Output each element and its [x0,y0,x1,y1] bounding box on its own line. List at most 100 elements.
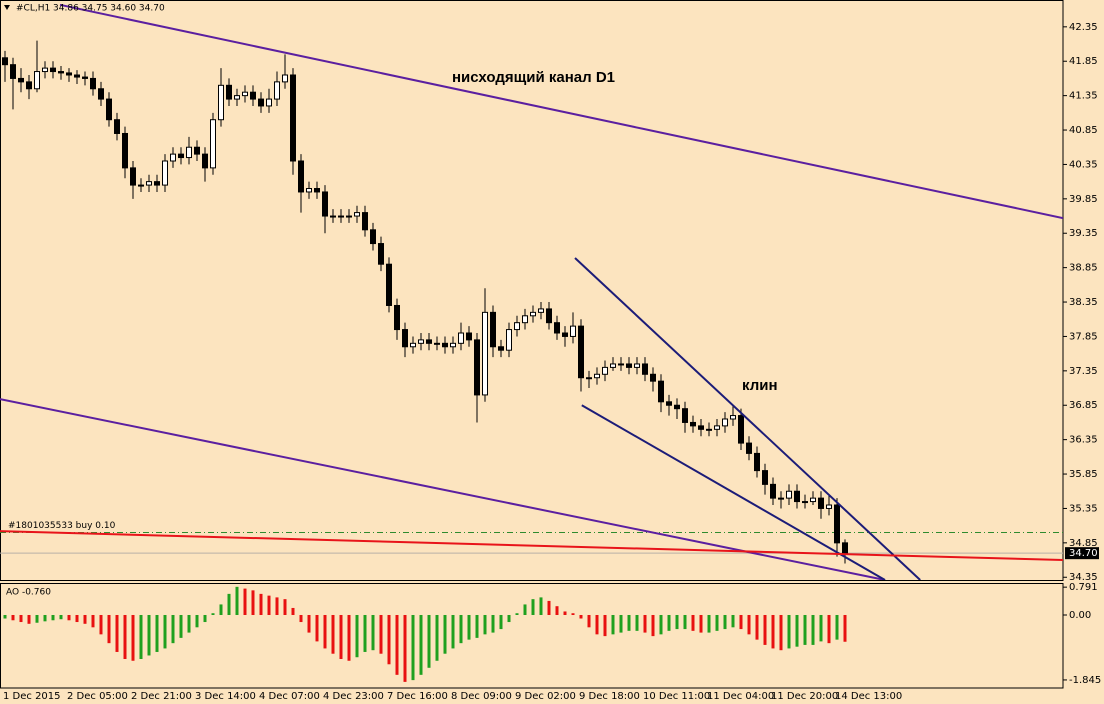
ao-bar [163,614,167,649]
candle-body [642,363,648,375]
y-tick-label: 40.85 [1069,125,1098,136]
candle-body [586,377,592,380]
ao-bar [331,614,335,654]
ao-bar [603,614,607,637]
x-tick-label: 9 Dec 18:00 [579,691,640,702]
candle-body [506,329,512,351]
ao-bar [499,614,503,630]
candle-body [306,188,312,193]
ao-bar [291,607,295,615]
ao-bar [843,614,847,642]
candle-body [434,342,440,345]
trendline [59,3,1063,220]
candle-body [578,325,584,379]
y-tick-label: 40.35 [1069,159,1098,170]
ao-bar [459,614,463,644]
y-tick-label: 41.85 [1069,56,1098,67]
candle-body [458,332,464,344]
candle-body [818,497,824,509]
ao-bar [755,614,759,640]
ao-bar [819,614,823,642]
candle-body [826,504,832,509]
candle-body [450,342,456,348]
ao-bar [371,614,375,651]
candle-body [178,153,184,159]
candle-body [786,490,792,499]
ao-bar [59,614,63,620]
ao-bar [555,606,559,615]
candle-body [842,542,848,554]
y-tick-label: 38.85 [1069,263,1098,274]
ao-bar [355,614,359,658]
y-tick-label: 39.35 [1069,228,1098,239]
ao-bar [747,614,751,635]
ao-bar [451,614,455,649]
ao-bar [155,614,159,652]
ao-bar [779,614,783,651]
candle-body [386,263,392,306]
candle-body [834,504,840,544]
ao-bar [243,588,247,615]
x-tick-label: 10 Dec 11:00 [643,691,710,702]
candle-body [298,160,304,193]
y-tick-label: -1.845 [1069,675,1101,686]
candle-body [714,425,720,430]
ao-bar [635,614,639,631]
ao-bar [539,597,543,615]
last-price-box [1065,547,1099,560]
ao-bar [715,614,719,631]
ao-bar [115,614,119,652]
last-price-label: 34.70 [1069,548,1098,559]
candle-body [234,95,240,100]
candle-body [202,153,208,169]
candle-body [522,315,528,324]
candle-body [418,339,424,344]
candle-body [482,311,488,396]
candle-body [698,425,704,430]
candle-body [410,342,416,348]
ao-bar [803,614,807,645]
ao-bar [211,613,215,615]
ao-bar [795,614,799,647]
ao-bar [699,614,703,633]
x-tick-label: 8 Dec 09:00 [451,691,512,702]
ao-bar [187,614,191,633]
y-tick-label: 34.85 [1069,538,1098,549]
candle-body [194,146,200,155]
candle-body [34,71,40,90]
ao-bar [563,611,567,615]
order-label: #1801035533 buy 0.10 [8,521,116,531]
ao-bar [179,614,183,638]
y-tick-label: 38.35 [1069,297,1098,308]
x-tick-label: 3 Dec 14:00 [195,691,256,702]
menu-arrow[interactable] [4,5,10,10]
ao-bar [483,614,487,635]
candle-body [242,91,248,97]
ao-bar [283,599,287,615]
y-tick-label: 37.35 [1069,366,1098,377]
candle-body [658,380,664,403]
candle-body [82,76,88,79]
ao-bar [51,614,55,621]
ao-bar [347,614,351,661]
ao-bar [275,597,279,615]
candle-body [210,119,216,169]
ao-bar [387,614,391,665]
candle-body [330,215,336,218]
ao-bar [91,614,95,628]
ao-bar [75,614,79,623]
candle-body [466,332,472,341]
ao-bar [203,614,207,623]
candle-body [338,215,344,218]
candle-body [394,304,400,331]
candle-body [794,490,800,503]
x-tick-label: 2 Dec 21:00 [131,691,192,702]
ao-bar [219,604,223,615]
y-tick-label: 34.35 [1069,572,1098,583]
y-tick-label: 36.35 [1069,435,1098,446]
ao-bar [683,614,687,630]
candle-body [738,415,744,444]
candle-body [122,132,128,169]
candle-body [618,363,624,366]
candle-body [282,74,288,83]
